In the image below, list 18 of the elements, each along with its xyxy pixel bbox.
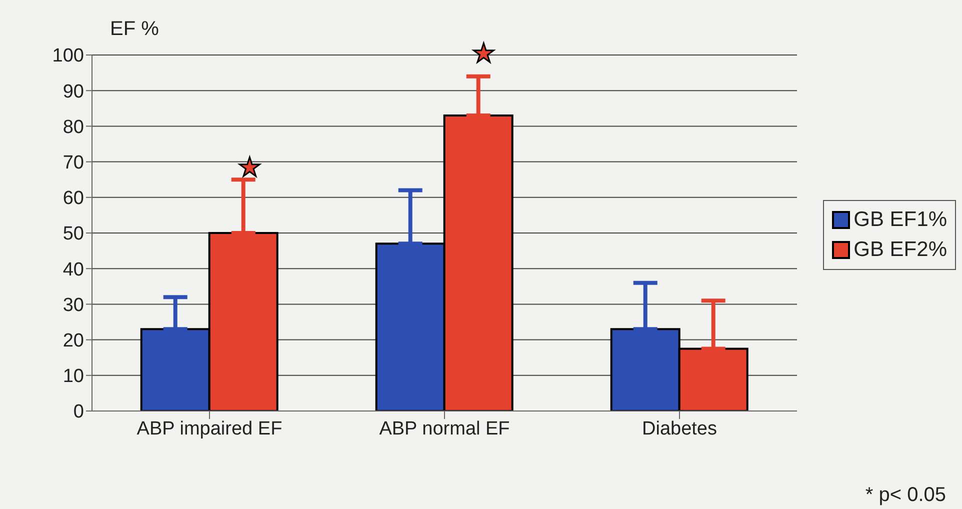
y-tick-label: 50 xyxy=(62,224,84,245)
x-tick-label: ABP impaired EF xyxy=(136,418,282,440)
y-tick-label: 0 xyxy=(73,402,84,423)
x-tick-label: Diabetes xyxy=(642,418,717,440)
y-tick-label: 70 xyxy=(62,152,84,174)
y-tick-label: 40 xyxy=(62,259,84,280)
y-tick-label: 60 xyxy=(62,188,84,210)
text: * p< 0.05 xyxy=(865,484,946,506)
y-tick-label: 100 xyxy=(52,46,84,67)
y-tick-label: 10 xyxy=(62,366,84,388)
y-tick-label: 20 xyxy=(62,330,84,352)
y-tick-label: 90 xyxy=(62,81,84,102)
legend-label: GB EF2% xyxy=(854,237,947,263)
y-tick-label: 80 xyxy=(62,116,84,138)
y-tick-label: 30 xyxy=(62,294,84,316)
legend-label: GB EF1% xyxy=(854,207,947,233)
y-axis-title: EF % xyxy=(110,18,159,41)
x-tick-label: ABP normal EF xyxy=(379,418,510,440)
